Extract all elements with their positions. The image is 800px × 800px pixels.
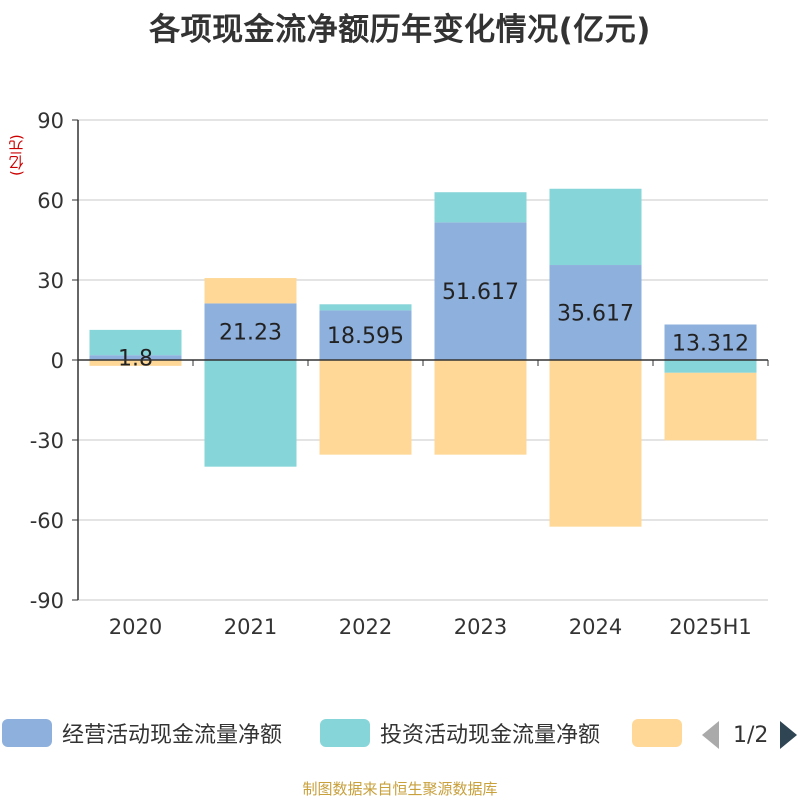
x-tick-label-2023: 2023 — [454, 615, 507, 639]
x-tick-label-2020: 2020 — [109, 615, 162, 639]
legend: 经营活动现金流量净额 投资活动现金流量净额 1/2 — [0, 712, 800, 756]
bar-1-2023 — [434, 222, 527, 360]
legend-page-indicator: 1/2 — [733, 722, 769, 748]
bar-2-2024 — [549, 188, 642, 266]
bar-2-2020 — [89, 329, 182, 356]
y-tick-label: 0 — [51, 349, 64, 373]
bar-3-2023 — [434, 360, 527, 455]
cash-flow-chart: 90 60 30 0 -30 -60 -90 1.8 21.23 18.595 51.617 35.6… — [30, 109, 769, 639]
legend-next-page-icon[interactable] — [780, 721, 798, 749]
bar-2-2025H1 — [664, 360, 757, 373]
chart-title: 各项现金流净额历年变化情况(亿元) — [149, 12, 651, 48]
y-tick-label: -90 — [30, 589, 64, 613]
legend-item-investing[interactable]: 投资活动现金流量净额 — [320, 718, 600, 748]
legend-prev-page-icon[interactable] — [702, 721, 719, 749]
bar-2-2021 — [204, 360, 297, 467]
bar-1-2021 — [204, 303, 297, 360]
bar-3-2024 — [549, 360, 642, 527]
bar-3-2021 — [204, 278, 297, 304]
y-tick-label: -60 — [30, 509, 64, 533]
bar-3-2025H1 — [664, 372, 757, 441]
legend-item-operating[interactable]: 经营活动现金流量净额 — [2, 718, 282, 748]
bar-2-2022 — [319, 304, 412, 311]
legend-item-third[interactable] — [632, 718, 692, 748]
x-tick-label-2025H1: 2025H1 — [669, 615, 752, 639]
legend-label-operating: 经营活动现金流量净额 — [62, 723, 283, 748]
legend-swatch-operating — [2, 719, 52, 747]
legend-label-investing: 投资活动现金流量净额 — [380, 723, 601, 748]
bar-1-2020 — [89, 355, 182, 360]
data-source-note: 制图数据来自恒生聚源数据库 — [302, 780, 498, 798]
bar-1-2024 — [549, 265, 642, 360]
legend-swatch-investing — [320, 719, 370, 747]
bar-1-2022 — [319, 310, 412, 360]
legend-swatch-third — [632, 719, 682, 747]
x-tick-label-2024: 2024 — [569, 615, 622, 639]
x-tick-label-2021: 2021 — [224, 615, 277, 639]
data-label-2021: 21.23 — [219, 321, 282, 346]
data-label-2020: 1.8 — [118, 347, 153, 372]
legend-pager: 1/2 — [702, 720, 798, 750]
bar-1-2025H1 — [664, 324, 757, 360]
x-tick-label-2022: 2022 — [339, 615, 392, 639]
data-label-2024: 35.617 — [557, 302, 634, 327]
bar-2-2023 — [434, 192, 527, 223]
bar-3-2022 — [319, 360, 412, 455]
data-label-2025H1: 13.312 — [672, 331, 749, 356]
y-tick-label: 30 — [37, 269, 64, 293]
data-label-2023: 51.617 — [442, 280, 519, 305]
y-tick-label: 60 — [37, 189, 64, 213]
y-tick-label: -30 — [30, 429, 64, 453]
bar-3-2020 — [89, 360, 182, 366]
y-tick-label: 90 — [37, 109, 64, 133]
data-label-2022: 18.595 — [327, 324, 404, 349]
